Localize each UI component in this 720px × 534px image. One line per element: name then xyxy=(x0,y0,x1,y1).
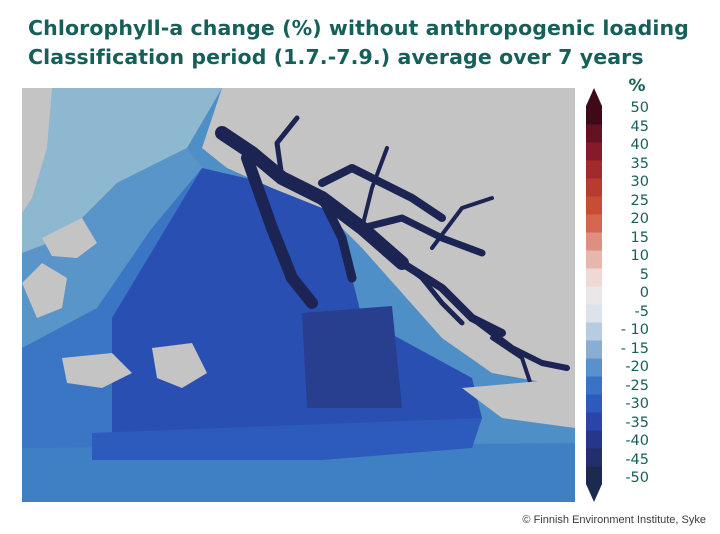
legend-tick-label: -30 xyxy=(625,396,649,412)
colorbar-step xyxy=(586,358,602,377)
legend-tick-label: -45 xyxy=(625,451,649,468)
legend-tick-label: -40 xyxy=(625,433,649,449)
dark-zone-south xyxy=(92,418,482,460)
legend-tick-label: 25 xyxy=(630,192,649,209)
darker-square-zone xyxy=(302,306,402,408)
legend-tick-label: -35 xyxy=(625,414,649,431)
legend-tick-label: 40 xyxy=(630,137,649,153)
island-west-2 xyxy=(22,263,67,318)
colorbar-step xyxy=(586,412,602,431)
colorbar-step xyxy=(586,250,602,269)
legend-tick-label: 0 xyxy=(639,285,649,301)
legend-unit: % xyxy=(628,76,646,96)
legend-tick-label: 20 xyxy=(630,211,649,227)
legend-tick-label: 10 xyxy=(630,248,649,264)
title-line-2: Classification period (1.7.-7.9.) averag… xyxy=(28,45,644,69)
legend-tick-label: -50 xyxy=(625,470,649,486)
map-canvas xyxy=(22,88,575,502)
legend-tick-label: 45 xyxy=(630,118,649,135)
colorbar-step xyxy=(586,124,602,143)
colorbar-step xyxy=(586,304,602,323)
colorbar-step xyxy=(586,232,602,251)
colorbar-step xyxy=(586,466,602,485)
legend-tick-label: -20 xyxy=(625,359,649,375)
colorbar-step xyxy=(586,214,602,233)
land-east-coast xyxy=(462,378,575,428)
colorbar-step xyxy=(586,322,602,341)
colorbar-step xyxy=(586,340,602,359)
colorbar-step xyxy=(586,394,602,413)
legend-colorbar xyxy=(583,88,609,506)
title-line-1: Chlorophyll-a change (%) without anthrop… xyxy=(28,16,689,40)
legend-tick-label: 30 xyxy=(630,174,649,190)
colorbar-step xyxy=(586,160,602,179)
colorbar-step xyxy=(586,106,602,125)
island-west-1 xyxy=(22,88,52,213)
island-central xyxy=(152,343,207,388)
legend-tick-label: -5 xyxy=(634,303,649,320)
colorbar-step xyxy=(586,448,602,467)
colorbar-step xyxy=(586,286,602,305)
legend-tick-label: 50 xyxy=(630,100,649,116)
land-mainland xyxy=(202,88,575,388)
legend-tick-label: - 10 xyxy=(620,322,649,338)
legend-tick-label: 5 xyxy=(639,266,649,283)
legend-tick-label: 35 xyxy=(630,155,649,172)
colorbar-upper-arrow xyxy=(586,88,602,106)
colorbar-step xyxy=(586,178,602,197)
colorbar-svg xyxy=(586,88,602,502)
credit-text: © Finnish Environment Institute, Syke xyxy=(522,514,706,526)
colorbar-step xyxy=(586,430,602,449)
island-southwest xyxy=(62,353,132,388)
legend-tick-label: - 15 xyxy=(620,340,649,357)
legend-tick-label: 15 xyxy=(630,229,649,246)
legend-tick-label: -25 xyxy=(625,377,649,394)
island-west-3 xyxy=(42,218,97,258)
chlorophyll-map xyxy=(22,88,575,502)
inner-bay-network xyxy=(215,115,570,390)
colorbar-lower-arrow xyxy=(586,484,602,502)
open-sea-mid-zone xyxy=(22,148,202,348)
colorbar-steps xyxy=(586,88,602,502)
map-title: Chlorophyll-a change (%) without anthrop… xyxy=(28,14,689,72)
colorbar-step xyxy=(586,268,602,287)
open-sea-light-zone xyxy=(22,88,222,253)
colorbar-step xyxy=(586,376,602,395)
colorbar-step xyxy=(586,196,602,215)
colorbar-step xyxy=(586,142,602,161)
